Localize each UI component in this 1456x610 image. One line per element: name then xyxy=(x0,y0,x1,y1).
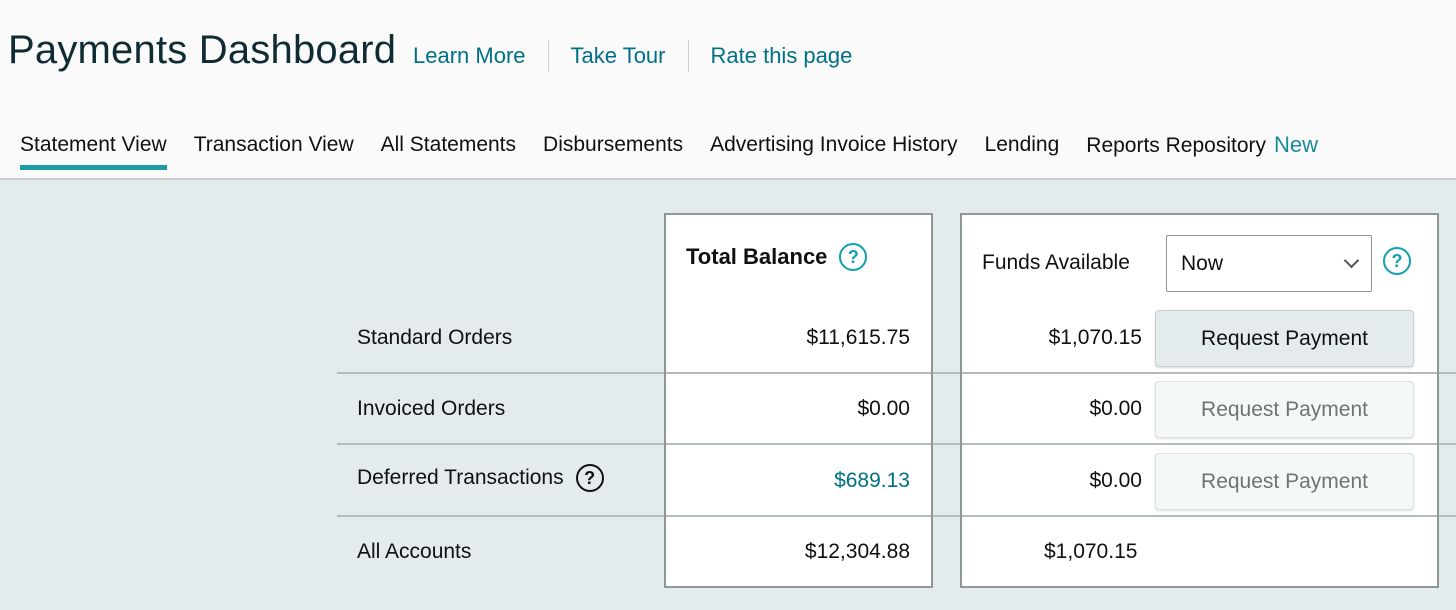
request-payment-button-invoiced-orders[interactable]: Request Payment xyxy=(1155,381,1414,438)
question-circle-icon[interactable]: ? xyxy=(839,243,868,271)
tab-reports-repository-label: Reports Repository xyxy=(1086,134,1267,157)
tab-transaction-view[interactable]: Transaction View xyxy=(193,133,354,156)
funds-available-select[interactable]: Now xyxy=(1166,235,1372,292)
rate-page-link[interactable]: Rate this page xyxy=(687,40,875,72)
total-balance-header: Total Balance ? xyxy=(686,243,868,271)
tab-reports-repository[interactable]: Reports Repository New xyxy=(1086,128,1318,170)
cell-divider xyxy=(666,515,931,517)
request-payment-button-standard-orders[interactable]: Request Payment xyxy=(1155,310,1414,367)
cell-divider xyxy=(962,515,1437,517)
page-header: Payments Dashboard Learn More Take Tour … xyxy=(0,0,1456,180)
tab-lending[interactable]: Lending xyxy=(984,133,1060,156)
total-deferred-transactions-link[interactable]: $689.13 xyxy=(834,469,910,492)
row-label-all-accounts: All Accounts xyxy=(357,540,472,563)
row-label-deferred-transactions: Deferred Transactions ? xyxy=(357,464,604,492)
funds-select-value: Now xyxy=(1181,251,1224,275)
cell-divider xyxy=(962,443,1437,445)
header-links: Learn More Take Tour Rate this page xyxy=(413,40,874,72)
take-tour-link[interactable]: Take Tour xyxy=(547,40,688,72)
total-all-accounts: $12,304.88 xyxy=(804,540,910,563)
tab-disbursements[interactable]: Disbursements xyxy=(543,133,684,156)
available-deferred-transactions: $0.00 xyxy=(1089,469,1142,492)
available-all-accounts: $1,070.15 xyxy=(1044,540,1138,563)
cell-divider xyxy=(666,443,931,445)
cell-divider xyxy=(962,372,1437,374)
chevron-down-icon xyxy=(1343,252,1360,269)
funds-available-label: Funds Available xyxy=(982,251,1130,274)
page-title: Payments Dashboard xyxy=(8,28,397,72)
row-label-standard-orders: Standard Orders xyxy=(357,326,513,349)
learn-more-link[interactable]: Learn More xyxy=(413,43,526,68)
available-invoiced-orders: $0.00 xyxy=(1089,397,1142,420)
tab-advertising-invoice-history[interactable]: Advertising Invoice History xyxy=(710,133,958,156)
tab-all-statements[interactable]: All Statements xyxy=(380,133,517,156)
available-standard-orders: $1,070.15 xyxy=(1048,326,1142,349)
total-invoiced-orders: $0.00 xyxy=(857,397,910,420)
question-circle-icon[interactable]: ? xyxy=(1383,247,1411,275)
row-label-invoiced-orders: Invoiced Orders xyxy=(357,397,506,420)
funds-available-column: Funds Available Now ? $1,070.15 Request … xyxy=(960,213,1439,588)
new-badge: New xyxy=(1274,132,1319,157)
tab-bar: Statement View Transaction View All Stat… xyxy=(20,128,1345,172)
total-standard-orders: $11,615.75 xyxy=(806,326,910,349)
tab-statement-view[interactable]: Statement View xyxy=(20,128,167,170)
total-balance-title: Total Balance xyxy=(686,244,828,269)
deferred-transactions-label: Deferred Transactions xyxy=(357,466,564,489)
request-payment-button-deferred-transactions[interactable]: Request Payment xyxy=(1155,453,1414,510)
total-balance-column: Total Balance ? $11,615.75 $0.00 $689.13… xyxy=(664,213,933,588)
question-circle-icon[interactable]: ? xyxy=(575,464,604,492)
cell-divider xyxy=(666,372,931,374)
